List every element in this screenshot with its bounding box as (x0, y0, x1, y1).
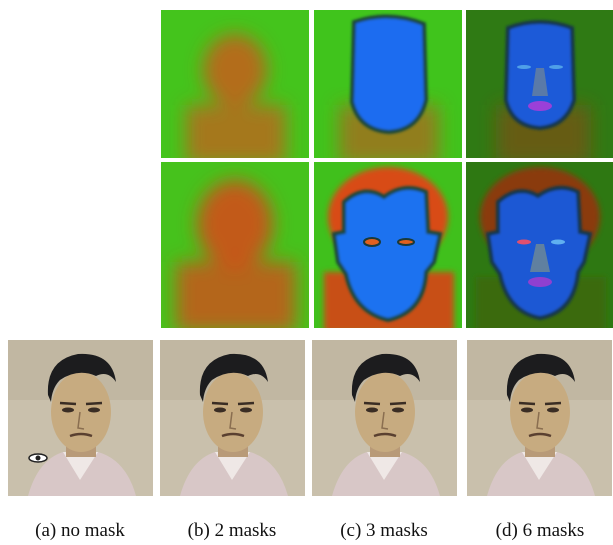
portrait (467, 340, 612, 496)
heatmap (466, 162, 613, 332)
heatmap (314, 10, 462, 165)
portrait (160, 340, 305, 496)
figure: (a) no mask (b) 2 masks (c) 3 masks (d) … (0, 0, 613, 545)
heatmap (314, 162, 462, 332)
heatmap (161, 162, 309, 332)
heatmap (161, 10, 309, 165)
heatmap (466, 10, 613, 165)
caption: (c) 3 masks (340, 520, 428, 541)
portrait (8, 340, 153, 496)
portrait (312, 340, 457, 496)
caption: (d) 6 masks (496, 520, 585, 541)
caption: (a) no mask (35, 520, 125, 541)
caption: (b) 2 masks (188, 520, 277, 541)
page: (a) no mask (b) 2 masks (c) 3 masks (d) … (0, 0, 613, 545)
